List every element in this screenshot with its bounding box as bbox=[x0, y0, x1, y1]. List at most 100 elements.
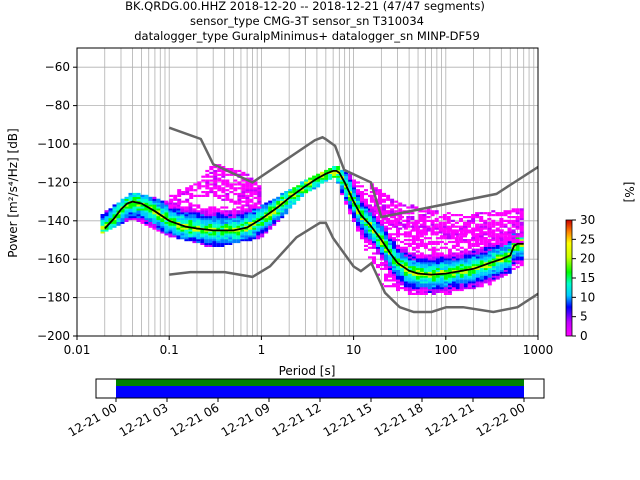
density-cell bbox=[439, 264, 444, 267]
density-cell bbox=[257, 185, 262, 188]
density-cell bbox=[241, 183, 246, 186]
density-cell bbox=[364, 189, 368, 192]
density-cell bbox=[164, 233, 169, 236]
density-cell bbox=[411, 256, 416, 259]
density-cell bbox=[511, 254, 516, 257]
density-cell bbox=[272, 204, 277, 207]
density-cell bbox=[217, 179, 222, 182]
density-cell bbox=[216, 223, 221, 226]
density-cell bbox=[398, 227, 403, 230]
y-tick-label: −60 bbox=[45, 60, 70, 74]
density-cell bbox=[245, 204, 250, 207]
density-cell bbox=[451, 240, 456, 244]
density-cell bbox=[471, 287, 476, 290]
density-cell bbox=[479, 275, 484, 278]
density-cell bbox=[144, 210, 149, 213]
density-cell bbox=[112, 219, 117, 222]
density-cell bbox=[471, 221, 476, 224]
density-cell bbox=[344, 187, 349, 190]
density-cell bbox=[232, 233, 237, 236]
density-cell bbox=[264, 227, 269, 230]
density-cell bbox=[410, 212, 415, 215]
density-cell bbox=[427, 242, 432, 245]
density-cell bbox=[398, 221, 403, 224]
density-cell bbox=[225, 189, 230, 192]
density-cell bbox=[455, 285, 460, 288]
density-cell bbox=[156, 219, 161, 222]
density-cell bbox=[132, 196, 137, 199]
density-cell bbox=[483, 271, 488, 274]
density-cell bbox=[268, 214, 273, 217]
density-cell bbox=[483, 244, 488, 247]
density-cell bbox=[180, 229, 185, 232]
density-cell bbox=[340, 183, 345, 186]
density-cell bbox=[316, 181, 321, 184]
density-cell bbox=[192, 229, 197, 232]
density-cell bbox=[188, 219, 193, 222]
density-cell bbox=[344, 191, 349, 194]
density-cell bbox=[220, 210, 225, 213]
density-cell bbox=[132, 194, 137, 197]
density-cell bbox=[507, 219, 512, 222]
density-cell bbox=[392, 283, 396, 286]
density-cell bbox=[491, 271, 496, 274]
density-cell bbox=[491, 258, 496, 261]
density-cell bbox=[418, 225, 423, 228]
density-cell bbox=[491, 273, 496, 276]
density-cell bbox=[491, 277, 496, 280]
density-cell bbox=[411, 242, 416, 245]
density-cell bbox=[407, 265, 412, 269]
density-cell bbox=[398, 202, 403, 205]
density-cell bbox=[394, 221, 399, 224]
density-cell bbox=[507, 210, 512, 213]
density-cell bbox=[205, 183, 210, 186]
density-cell bbox=[422, 229, 427, 232]
density-cell bbox=[257, 202, 262, 205]
density-cell bbox=[407, 287, 412, 290]
density-cell bbox=[288, 191, 293, 194]
density-cell bbox=[463, 233, 467, 236]
density-cell bbox=[100, 229, 105, 232]
density-cell bbox=[188, 204, 193, 207]
density-cell bbox=[156, 206, 161, 209]
density-cell bbox=[372, 244, 376, 247]
density-cell bbox=[487, 256, 492, 259]
density-cell bbox=[213, 183, 218, 186]
density-cell bbox=[386, 219, 391, 222]
density-cell bbox=[177, 191, 182, 194]
density-cell bbox=[519, 229, 524, 232]
density-cell bbox=[511, 223, 516, 226]
density-cell bbox=[348, 187, 353, 190]
density-cell bbox=[403, 227, 408, 230]
density-cell bbox=[439, 260, 444, 263]
density-cell bbox=[348, 177, 353, 180]
density-cell bbox=[352, 206, 356, 209]
density-cell bbox=[228, 216, 233, 219]
density-cell bbox=[116, 221, 121, 224]
density-cell bbox=[431, 240, 436, 244]
density-cell bbox=[253, 189, 258, 192]
density-cell bbox=[237, 183, 242, 186]
density-cell bbox=[511, 229, 516, 232]
density-cell bbox=[256, 223, 261, 226]
density-cell bbox=[248, 219, 253, 222]
density-cell bbox=[108, 217, 113, 221]
density-cell bbox=[392, 240, 396, 244]
density-cell bbox=[471, 275, 476, 278]
y-tick-label: −180 bbox=[37, 291, 70, 305]
density-cell bbox=[491, 246, 496, 249]
density-cell bbox=[459, 233, 463, 236]
density-cell bbox=[240, 235, 245, 238]
density-cell bbox=[272, 214, 277, 217]
density-cell bbox=[368, 239, 372, 242]
density-cell bbox=[380, 244, 384, 247]
density-cell bbox=[308, 177, 313, 180]
density-cell bbox=[144, 217, 149, 221]
density-cell bbox=[288, 206, 293, 209]
density-cell bbox=[208, 231, 213, 234]
density-cell bbox=[184, 231, 189, 234]
density-cell bbox=[471, 219, 476, 222]
density-cell bbox=[475, 281, 480, 284]
density-cell bbox=[316, 183, 321, 186]
density-cell bbox=[491, 248, 496, 251]
